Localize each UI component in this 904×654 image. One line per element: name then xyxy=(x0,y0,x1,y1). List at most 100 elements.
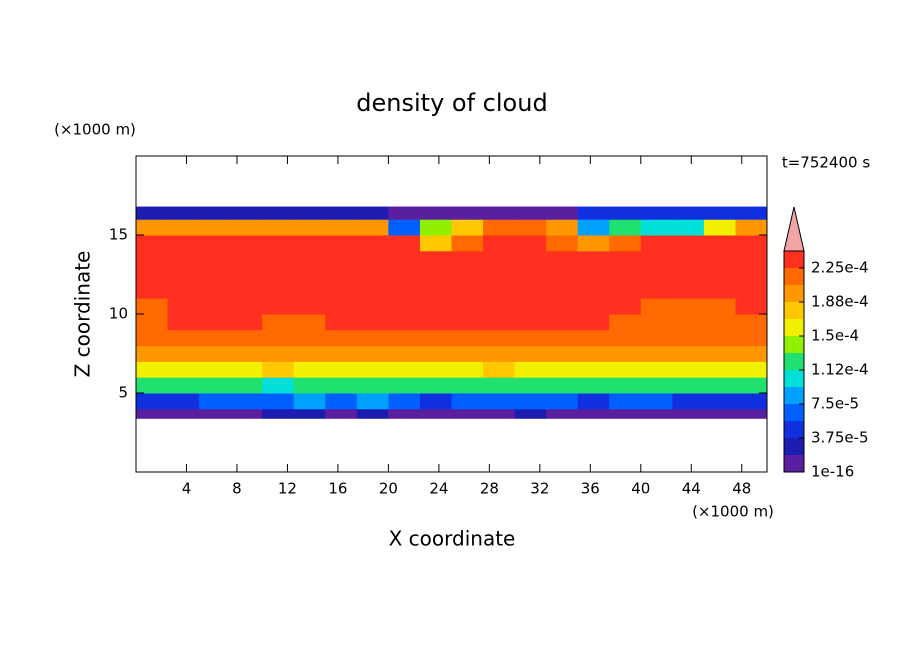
contour-cell xyxy=(167,266,200,283)
contour-cell xyxy=(262,408,295,419)
contour-cell xyxy=(514,206,547,220)
contour-cell xyxy=(262,266,295,283)
contour-cell xyxy=(483,298,516,315)
contour-cell xyxy=(483,235,516,252)
colorbar-band xyxy=(784,302,804,319)
contour-cell xyxy=(293,345,326,362)
contour-cell xyxy=(609,345,642,362)
contour-cell xyxy=(577,266,610,283)
contour-cell xyxy=(609,298,642,315)
contour-cell xyxy=(262,282,295,299)
contour-cell xyxy=(230,345,263,362)
contour-cell xyxy=(640,219,673,236)
contour-cell xyxy=(546,361,579,378)
contour-cell xyxy=(546,314,579,331)
contour-cell xyxy=(546,298,579,315)
contour-cell xyxy=(262,314,295,331)
contour-cell xyxy=(577,393,610,410)
contour-cell xyxy=(199,314,232,331)
contour-cell xyxy=(199,266,232,283)
contour-cell xyxy=(609,361,642,378)
contour-cell xyxy=(735,408,768,419)
contour-cell xyxy=(230,250,263,268)
contour-cell xyxy=(199,361,232,378)
contour-cell xyxy=(356,250,389,268)
contour-cell xyxy=(136,345,169,362)
contour-cell xyxy=(609,235,642,252)
contour-cell xyxy=(136,219,169,236)
contour-cell xyxy=(609,393,642,410)
contour-cell xyxy=(356,361,389,378)
contour-cell xyxy=(230,298,263,315)
contour-cell xyxy=(483,408,516,419)
contour-cell xyxy=(703,206,736,220)
contour-cell xyxy=(451,235,484,252)
contour-cell xyxy=(640,345,673,362)
contour-cell xyxy=(703,235,736,252)
contour-cell xyxy=(546,408,579,419)
contour-cell xyxy=(483,377,516,394)
contour-cell xyxy=(325,345,358,362)
contour-cell xyxy=(640,250,673,268)
contour-cell xyxy=(230,393,263,410)
contour-cell xyxy=(451,219,484,236)
contour-cell xyxy=(640,266,673,283)
contour-cell xyxy=(451,329,484,347)
contour-cell xyxy=(703,361,736,378)
contour-cell xyxy=(735,206,768,220)
contour-cell xyxy=(451,393,484,410)
contour-cell xyxy=(199,329,232,347)
contour-cell xyxy=(609,282,642,299)
contour-cell xyxy=(609,266,642,283)
contour-cell xyxy=(199,250,232,268)
contour-cell xyxy=(293,219,326,236)
contour-cell xyxy=(325,329,358,347)
contour-cell xyxy=(735,235,768,252)
contour-cell xyxy=(230,219,263,236)
contour-cell xyxy=(609,314,642,331)
colorbar-band xyxy=(784,387,804,404)
contour-cell xyxy=(703,250,736,268)
contour-cell xyxy=(419,235,452,252)
contour-cell xyxy=(262,393,295,410)
contour-cell xyxy=(136,235,169,252)
contour-cell xyxy=(735,329,768,347)
x-tick-label: 12 xyxy=(278,480,297,498)
contour-cell xyxy=(640,314,673,331)
contour-cell xyxy=(672,250,705,268)
y-axis-label: Z coordinate xyxy=(71,251,95,378)
contour-cell xyxy=(293,266,326,283)
contour-cell xyxy=(451,250,484,268)
contour-cell xyxy=(230,361,263,378)
contour-cell xyxy=(483,266,516,283)
colorbar-band xyxy=(784,319,804,336)
colorbar-band xyxy=(784,353,804,370)
contour-cell xyxy=(388,314,421,331)
x-tick-label: 44 xyxy=(682,480,701,498)
contour-cell xyxy=(672,408,705,419)
contour-cell xyxy=(388,298,421,315)
contour-cell xyxy=(451,206,484,220)
contour-cell xyxy=(546,393,579,410)
contour-cell xyxy=(325,393,358,410)
contour-cell xyxy=(136,298,169,315)
contour-cell xyxy=(672,219,705,236)
contour-cell xyxy=(136,393,169,410)
contour-cell xyxy=(735,282,768,299)
colorbar-band xyxy=(784,421,804,438)
contour-cell xyxy=(419,266,452,283)
contour-cell xyxy=(609,408,642,419)
x-tick-label: 48 xyxy=(732,480,751,498)
contour-cell xyxy=(577,377,610,394)
contour-cell xyxy=(609,250,642,268)
contour-cell xyxy=(136,250,169,268)
contour-cell xyxy=(293,235,326,252)
contour-cell xyxy=(577,206,610,220)
contour-cell xyxy=(199,393,232,410)
contour-cell xyxy=(735,393,768,410)
contour-cell xyxy=(388,377,421,394)
contour-cell xyxy=(356,282,389,299)
contour-cell xyxy=(672,314,705,331)
contour-cell xyxy=(640,408,673,419)
contour-cell xyxy=(356,408,389,419)
